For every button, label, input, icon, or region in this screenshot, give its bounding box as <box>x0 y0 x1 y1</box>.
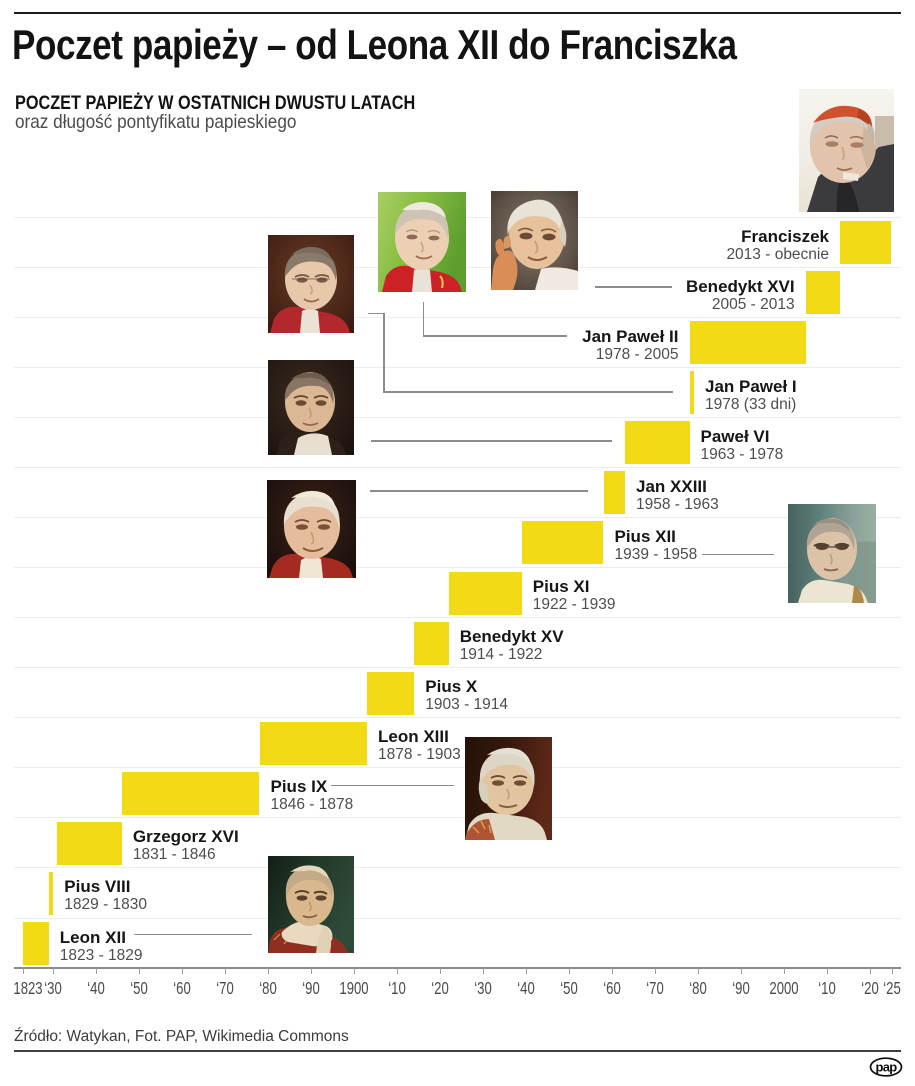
svg-text:pap: pap <box>875 1060 897 1075</box>
